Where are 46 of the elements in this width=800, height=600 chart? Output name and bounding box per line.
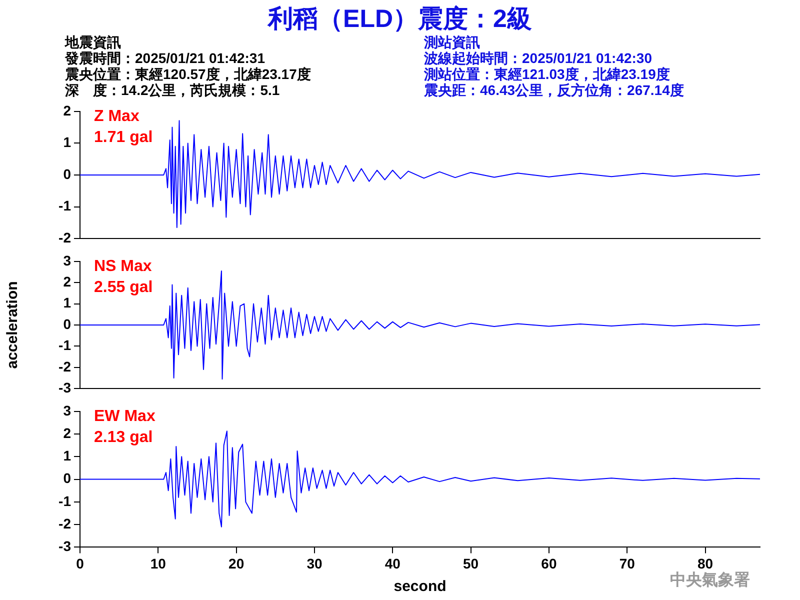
- y-tick-label: -3: [58, 538, 72, 554]
- y-tick-label: -2: [58, 358, 72, 374]
- text: 測站位置：東經121.03度，北緯23.19度: [424, 66, 670, 82]
- y-tick-label: 0: [63, 166, 72, 182]
- x-tick-label: 0: [76, 555, 84, 572]
- x-tick-label: 70: [619, 555, 636, 572]
- y-axis-title: acceleration: [4, 281, 22, 369]
- y-tick-label: 3: [63, 252, 72, 268]
- annotation: 2.13 gal: [94, 429, 153, 447]
- text: 發震時間：2025/01/21 01:42:31: [65, 50, 265, 66]
- y-tick-label: 2: [63, 102, 72, 118]
- text: 測站資訊: [424, 34, 480, 51]
- text: 震央距：46.43公里，反方位角：267.14度: [424, 82, 684, 100]
- x-tick-label: 30: [306, 555, 322, 572]
- x-axis-title: second: [394, 578, 446, 596]
- annotation: Z Max: [94, 108, 140, 126]
- y-tick-label: -2: [58, 515, 72, 532]
- y-tick-label: -1: [58, 337, 72, 354]
- y-tick-label: 0: [63, 316, 72, 332]
- text: 震央位置：東經120.57度，北緯23.17度: [65, 66, 311, 82]
- y-tick-label: 2: [63, 424, 72, 441]
- y-tick-label: 1: [63, 448, 72, 464]
- y-tick-label: 1: [63, 134, 72, 150]
- text: 波線起始時間：2025/01/21 01:42:30: [424, 50, 652, 66]
- annotation: EW Max: [94, 408, 156, 426]
- x-tick-label: 60: [541, 555, 557, 572]
- x-tick-label: 20: [228, 555, 244, 572]
- y-tick-label: -2: [58, 229, 72, 246]
- y-tick-label: -1: [58, 198, 72, 214]
- text: 中央氣象署: [670, 570, 750, 591]
- x-tick-label: 10: [150, 555, 166, 572]
- x-tick-label: 80: [698, 555, 714, 572]
- chart-title: 利稻（ELD）震度：2級: [266, 4, 533, 35]
- annotation: NS Max: [94, 258, 152, 276]
- text: 地震資訊: [65, 34, 121, 51]
- y-tick-label: -3: [58, 379, 72, 396]
- x-tick-label: 50: [463, 555, 479, 572]
- x-tick-label: 40: [384, 555, 401, 572]
- y-tick-label: 3: [63, 402, 72, 418]
- annotation: 2.55 gal: [94, 279, 153, 297]
- y-tick-label: 2: [63, 273, 72, 290]
- text: 深 度：14.2公里，芮氏規模：5.1: [65, 82, 280, 100]
- y-tick-label: 1: [63, 294, 72, 311]
- y-tick-label: 0: [63, 470, 72, 486]
- annotation: 1.71 gal: [94, 129, 153, 147]
- y-tick-label: -1: [58, 492, 72, 509]
